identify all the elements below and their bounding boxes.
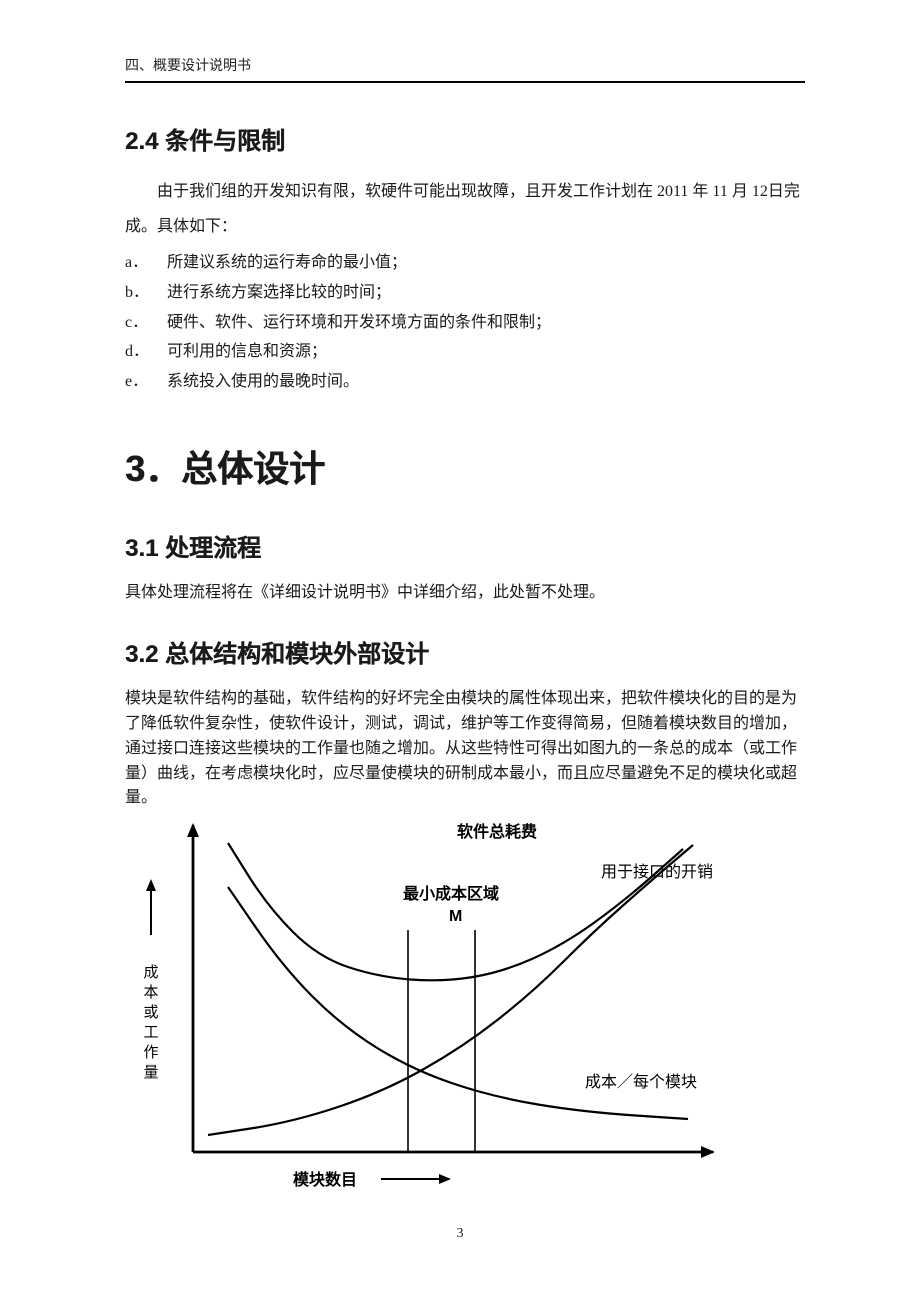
sec31-body: 具体处理流程将在《详细设计说明书》中详细介绍，此处暂不处理。 [125, 581, 805, 606]
list-item: d． 可利用的信息和资源； [125, 339, 805, 365]
list-marker: c． [125, 310, 167, 336]
list-item: b． 进行系统方案选择比较的时间； [125, 280, 805, 306]
svg-text:作: 作 [143, 1044, 158, 1061]
cost-curve-svg: 量作工或本成模块数目 软件总耗费最小成本区域 M 用于接口的开销成本／每个模块 [133, 817, 748, 1197]
svg-text:软件总耗费: 软件总耗费 [457, 822, 537, 841]
heading-chapter-3: 3．总体设计 [125, 440, 805, 492]
svg-text:最小成本区域: 最小成本区域 [403, 884, 499, 903]
svg-text:工: 工 [143, 1024, 158, 1041]
svg-text:模块数目: 模块数目 [293, 1170, 357, 1189]
list-text: 系统投入使用的最晚时间。 [167, 369, 359, 395]
svg-text:用于接口的开销: 用于接口的开销 [601, 863, 713, 881]
list-item: c． 硬件、软件、运行环境和开发环境方面的条件和限制； [125, 310, 805, 336]
list-text: 进行系统方案选择比较的时间； [167, 280, 391, 306]
svg-text:成本／每个模块: 成本／每个模块 [585, 1073, 697, 1091]
running-header: 四、概要设计说明书 [125, 55, 805, 83]
heading-3-2: 3.2 总体结构和模块外部设计 [125, 634, 805, 669]
list-marker: e． [125, 369, 167, 395]
sec24-intro: 由于我们组的开发知识有限，软硬件可能出现故障，且开发工作计划在 2011 年 1… [125, 174, 805, 244]
svg-text:本: 本 [143, 984, 158, 1001]
sec24-list: a． 所建议系统的运行寿命的最小值； b． 进行系统方案选择比较的时间； c． … [125, 250, 805, 394]
document-page: 四、概要设计说明书 2.4 条件与限制 由于我们组的开发知识有限，软硬件可能出现… [0, 0, 920, 1302]
heading-2-4: 2.4 条件与限制 [125, 121, 805, 156]
list-marker: b． [125, 280, 167, 306]
page-number: 3 [0, 1226, 920, 1242]
list-text: 所建议系统的运行寿命的最小值； [167, 250, 407, 276]
svg-text:成: 成 [143, 964, 158, 981]
sec32-body: 模块是软件结构的基础，软件结构的好坏完全由模块的属性体现出来，把软件模块化的目的… [125, 687, 805, 811]
list-marker: a． [125, 250, 167, 276]
svg-text:M: M [449, 908, 462, 925]
svg-text:量: 量 [143, 1064, 158, 1081]
heading-3-1: 3.1 处理流程 [125, 528, 805, 563]
list-marker: d． [125, 339, 167, 365]
cost-curve-chart: 量作工或本成模块数目 软件总耗费最小成本区域 M 用于接口的开销成本／每个模块 [133, 817, 805, 1202]
list-text: 硬件、软件、运行环境和开发环境方面的条件和限制； [167, 310, 551, 336]
list-item: a． 所建议系统的运行寿命的最小值； [125, 250, 805, 276]
list-item: e． 系统投入使用的最晚时间。 [125, 369, 805, 395]
svg-text:或: 或 [143, 1004, 158, 1021]
list-text: 可利用的信息和资源； [167, 339, 327, 365]
